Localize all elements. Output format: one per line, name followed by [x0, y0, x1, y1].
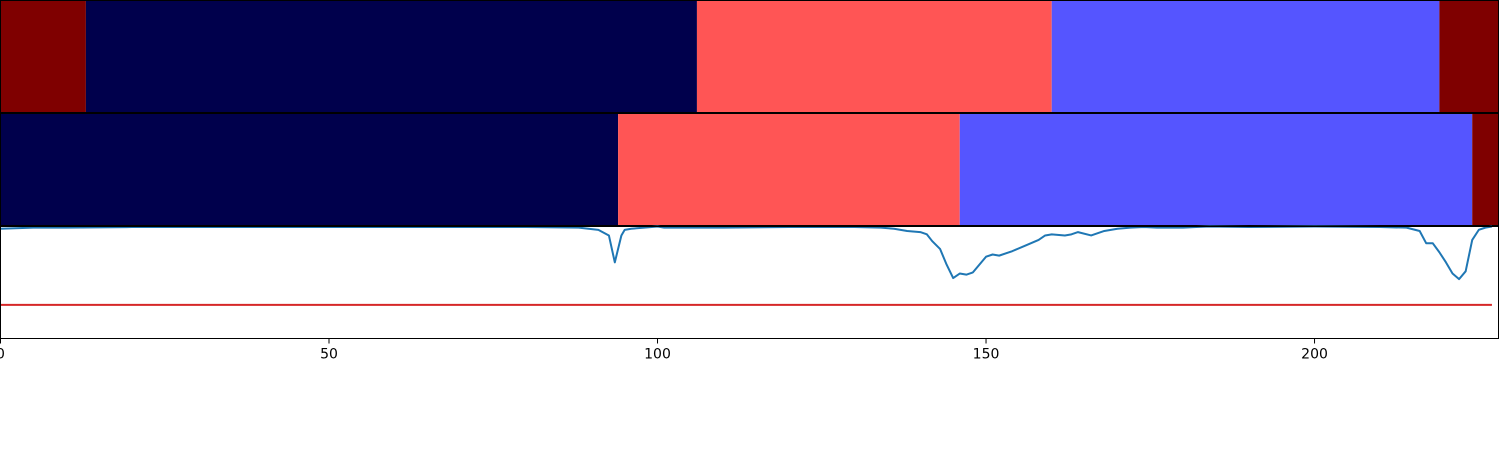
segment-track-1 — [0, 0, 1499, 113]
x-axis: 0 50 100 150 200 — [0, 338, 1328, 363]
segment-1-3 — [696, 0, 1052, 113]
line-panel-frame — [0, 226, 1499, 339]
track-frame — [0, 113, 1499, 226]
segment-1-4 — [1051, 0, 1440, 113]
segment-1-5 — [1439, 0, 1499, 113]
segment-2-4 — [1472, 113, 1499, 226]
x-tick-label: 150 — [973, 347, 1000, 363]
track-frame — [0, 0, 1499, 113]
segment-2-3 — [959, 113, 1473, 226]
x-tick-label: 200 — [1301, 347, 1328, 363]
series-line — [0, 225, 1493, 281]
x-tick-label: 50 — [320, 347, 338, 363]
segment-2-1 — [0, 113, 619, 226]
segment-2-2 — [618, 113, 960, 226]
x-tick-label: 0 — [0, 347, 5, 363]
segment-1-2 — [85, 0, 697, 113]
x-tick-label: 100 — [644, 347, 671, 363]
line-panel — [0, 225, 1499, 339]
line-panel-background — [0, 226, 1499, 339]
segment-1-1 — [0, 0, 86, 113]
segment-track-2 — [0, 113, 1499, 226]
